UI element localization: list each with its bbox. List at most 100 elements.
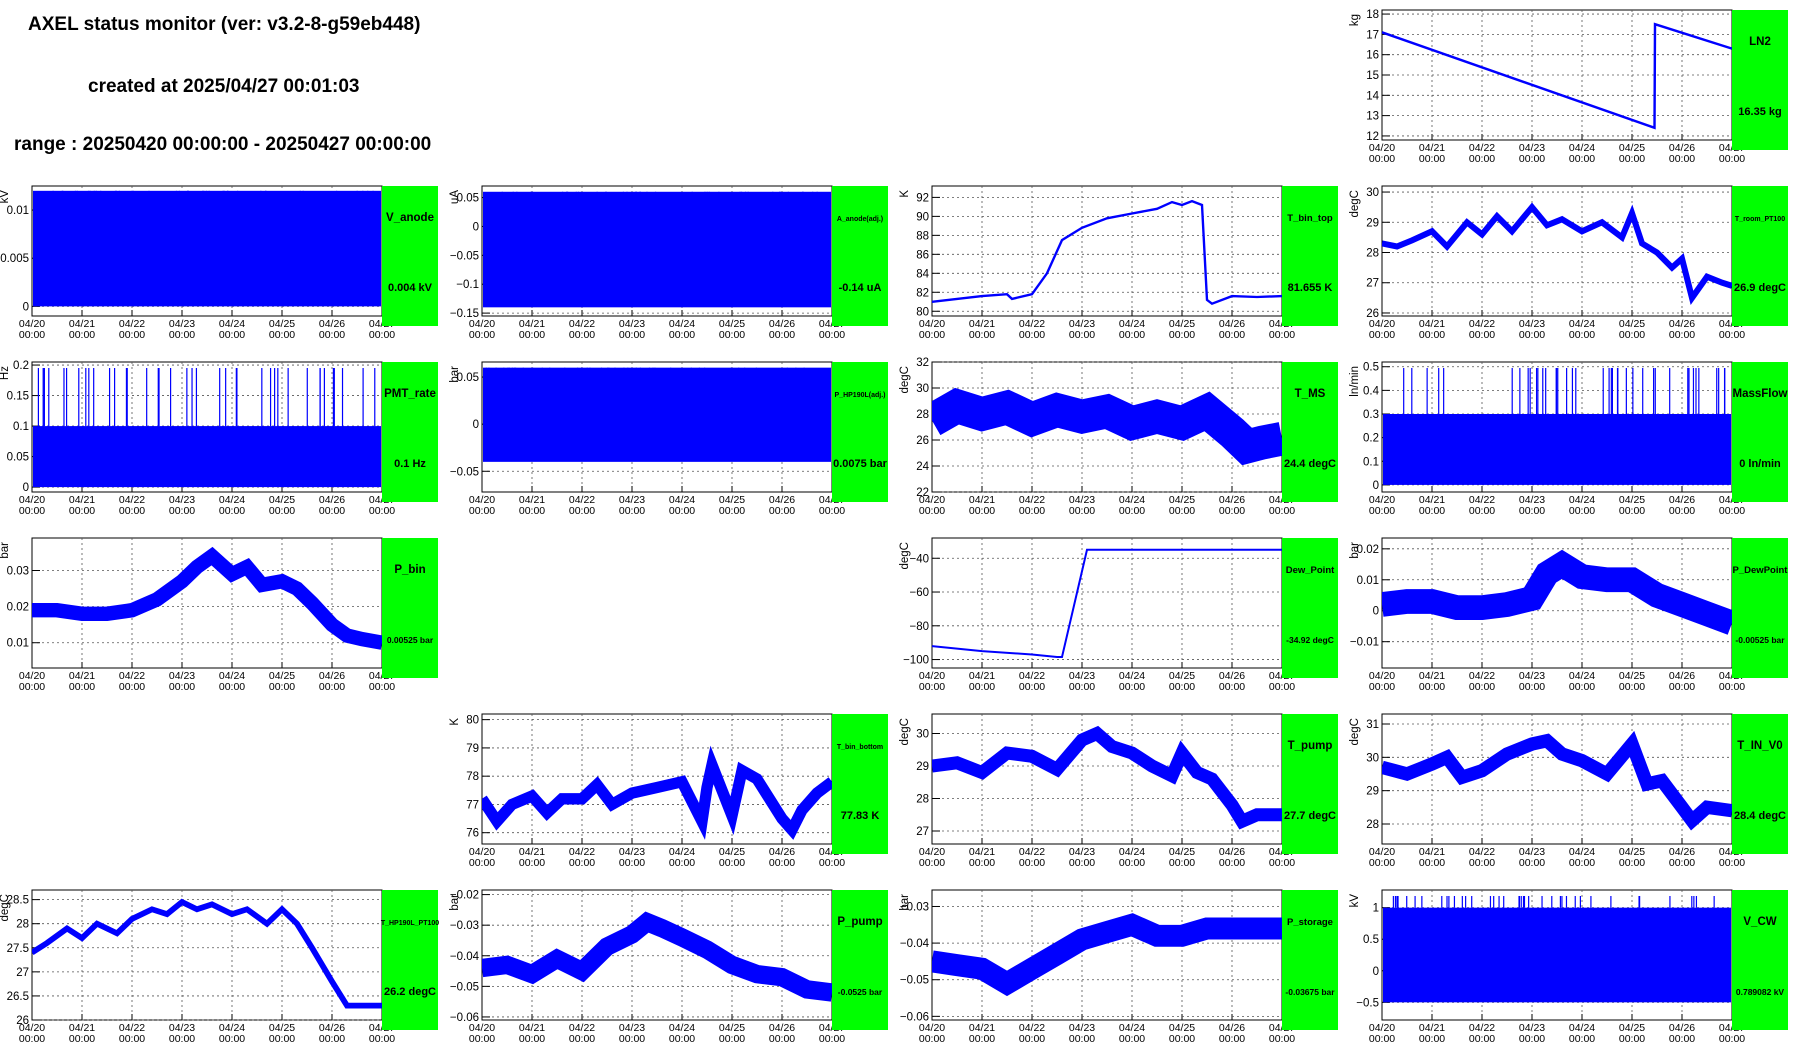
x-tick-label-time: 00:00 (1069, 681, 1095, 693)
y-axis-label: degC (899, 366, 911, 394)
y-tick-label: 77 (466, 799, 479, 811)
x-tick-label-date: 04/20 (919, 670, 945, 682)
series-band (483, 367, 831, 462)
status-name: P_storage (1287, 917, 1333, 928)
series-line (932, 387, 1282, 466)
x-tick-label-time: 00:00 (1019, 505, 1045, 517)
y-axis-label: bar (449, 366, 461, 383)
x-tick-label-time: 00:00 (819, 329, 845, 341)
x-tick-label-date: 04/20 (469, 1022, 495, 1034)
x-tick-label-time: 00:00 (1469, 505, 1495, 517)
x-tick-label-time: 00:00 (1019, 1033, 1045, 1045)
x-tick-label-date: 04/26 (1219, 670, 1245, 682)
x-tick-label-time: 00:00 (1419, 153, 1445, 165)
x-tick-label-time: 00:00 (269, 329, 295, 341)
x-tick-label-time: 00:00 (219, 329, 245, 341)
x-tick-label-time: 00:00 (19, 681, 45, 693)
x-tick-label-date: 04/23 (1069, 1022, 1095, 1034)
data-layer (483, 367, 831, 462)
series-line (1382, 202, 1732, 305)
x-tick-label-date: 04/26 (1669, 1022, 1695, 1034)
data-layer (33, 368, 381, 488)
x-tick-label-date: 04/26 (769, 1022, 795, 1034)
x-tick-label-date: 04/20 (19, 670, 45, 682)
x-tick-label-date: 04/23 (1519, 142, 1545, 154)
x-tick-label-date: 04/23 (1069, 846, 1095, 858)
y-axis-label: kV (1349, 894, 1361, 908)
x-tick-label-time: 00:00 (269, 505, 295, 517)
x-tick-label-time: 00:00 (619, 857, 645, 869)
y-tick-label: 84 (916, 268, 929, 280)
x-tick-label-time: 00:00 (1719, 505, 1745, 517)
y-tick-label: 27 (1366, 278, 1379, 290)
x-tick-label-date: 04/21 (1419, 142, 1445, 154)
x-tick-label-time: 00:00 (1069, 857, 1095, 869)
status-name: T_MS (1295, 388, 1326, 400)
x-tick-label-time: 00:00 (819, 857, 845, 869)
x-tick-label-date: 04/25 (1619, 846, 1645, 858)
x-tick-label-date: 04/26 (1219, 494, 1245, 506)
x-tick-label-date: 04/20 (469, 318, 495, 330)
x-tick-label-time: 00:00 (69, 1033, 95, 1045)
x-tick-label-date: 04/25 (1169, 494, 1195, 506)
status-name: P_HP190L(adj.) (835, 392, 886, 399)
y-tick-label: 30 (1366, 187, 1379, 199)
x-tick-label-date: 04/26 (1219, 1022, 1245, 1034)
x-tick-label-date: 04/22 (1469, 846, 1495, 858)
x-tick-label-time: 00:00 (1619, 857, 1645, 869)
x-tick-label-date: 04/22 (119, 670, 145, 682)
x-tick-label-time: 00:00 (1469, 857, 1495, 869)
x-tick-label-time: 00:00 (69, 681, 95, 693)
x-tick-label-time: 00:00 (119, 505, 145, 517)
y-tick-label: 12 (1366, 131, 1379, 143)
data-layer (482, 745, 832, 840)
x-tick-label-time: 00:00 (1369, 681, 1395, 693)
x-tick-label-date: 04/25 (1619, 670, 1645, 682)
x-tick-label-time: 00:00 (1269, 857, 1295, 869)
x-tick-label-date: 04/26 (1669, 846, 1695, 858)
x-tick-label-time: 00:00 (1519, 153, 1545, 165)
x-tick-label-time: 00:00 (1669, 1033, 1695, 1045)
x-tick-label-time: 00:00 (1619, 153, 1645, 165)
x-tick-label-time: 00:00 (1219, 329, 1245, 341)
x-tick-label-time: 00:00 (1669, 505, 1695, 517)
y-tick-label: −0.05 (450, 250, 479, 262)
x-tick-label-date: 04/21 (519, 846, 545, 858)
status-value: -0.00525 bar (1735, 635, 1785, 645)
status-box (382, 186, 438, 326)
series-band (33, 190, 381, 307)
plot-frame (1381, 713, 1733, 845)
status-box (1732, 714, 1788, 854)
x-tick-label-time: 00:00 (19, 329, 45, 341)
x-tick-label-date: 04/21 (969, 670, 995, 682)
x-tick-label-date: 04/25 (1169, 846, 1195, 858)
y-tick-label: −0.06 (450, 1012, 479, 1024)
x-tick-label-time: 00:00 (269, 681, 295, 693)
x-tick-label-date: 04/20 (919, 494, 945, 506)
x-tick-label-date: 04/20 (469, 494, 495, 506)
x-tick-label-date: 04/22 (1019, 318, 1045, 330)
status-value: 16.35 kg (1738, 106, 1781, 118)
x-tick-label-time: 00:00 (719, 857, 745, 869)
created-timestamp: created at 2025/04/27 00:01:03 (88, 76, 360, 97)
x-tick-label-date: 04/23 (169, 1022, 195, 1034)
panel-t_in_v0: 04/2000:0004/2100:0004/2200:0004/2300:00… (1349, 713, 1788, 869)
x-tick-label-time: 00:00 (319, 505, 345, 517)
x-tick-label-date: 04/21 (519, 494, 545, 506)
status-box (832, 362, 888, 502)
y-tick-label: 0 (473, 419, 479, 431)
x-tick-label-time: 00:00 (1119, 329, 1145, 341)
y-tick-label: 0.05 (457, 193, 479, 205)
x-tick-label-date: 04/24 (1569, 318, 1595, 330)
y-tick-label: 0.15 (7, 391, 29, 403)
data-layer (33, 190, 381, 307)
x-tick-label-date: 04/20 (19, 1022, 45, 1034)
x-tick-label-time: 00:00 (969, 1033, 995, 1045)
y-tick-label: 0 (23, 482, 29, 494)
x-tick-label-date: 04/24 (1569, 142, 1595, 154)
data-layer (32, 546, 382, 650)
x-tick-label-time: 00:00 (1719, 153, 1745, 165)
x-tick-label-date: 04/20 (1369, 142, 1395, 154)
y-tick-label: −0.1 (456, 279, 479, 291)
